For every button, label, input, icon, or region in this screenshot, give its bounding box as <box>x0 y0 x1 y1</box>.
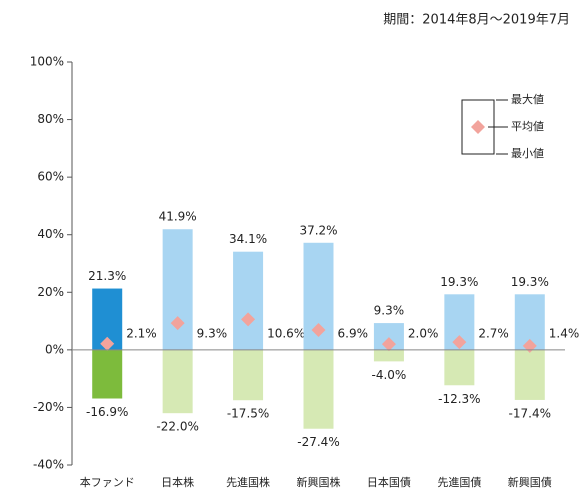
x-tick-label: 日本国債 <box>367 475 411 489</box>
value-label: -27.4% <box>297 435 339 449</box>
y-tick-label: 0% <box>45 342 64 356</box>
y-tick-label: 60% <box>37 170 64 184</box>
value-label: 41.9% <box>159 210 197 224</box>
value-label: -12.3% <box>438 392 480 406</box>
value-label: 19.3% <box>440 275 478 289</box>
y-tick-label: 40% <box>37 227 64 241</box>
bar <box>233 251 264 350</box>
value-label: -17.5% <box>227 407 269 421</box>
mean-label: 2.1% <box>126 326 157 340</box>
mean-marker <box>170 316 185 331</box>
mean-label: 2.0% <box>408 326 439 340</box>
mean-marker <box>522 338 537 353</box>
bar <box>92 349 123 399</box>
y-tick-label: 20% <box>37 285 64 299</box>
value-label: 37.2% <box>299 223 337 237</box>
value-label: 21.3% <box>88 269 126 283</box>
value-label: -16.9% <box>86 405 128 419</box>
mean-marker <box>452 335 467 350</box>
mean-label: 10.6% <box>267 326 305 340</box>
mean-marker <box>311 322 326 337</box>
mean-label: 2.7% <box>478 326 509 340</box>
y-tick-label: 100% <box>30 55 64 69</box>
bar <box>162 229 193 350</box>
value-label: 9.3% <box>374 304 405 318</box>
value-label: -22.0% <box>156 420 198 434</box>
y-tick-label: 80% <box>37 112 64 126</box>
bar <box>444 349 475 386</box>
bar <box>162 349 193 414</box>
mean-marker <box>381 337 396 352</box>
legend-label: 最小値 <box>511 147 544 160</box>
y-tick-label: -40% <box>33 458 64 472</box>
x-tick-label: 先進国株 <box>226 475 270 489</box>
x-tick-label: 日本株 <box>161 475 194 489</box>
x-tick-label: 新興国株 <box>297 475 341 489</box>
chart-subtitle: 期間：2014年8月～2019年7月 <box>383 13 570 28</box>
bar <box>514 349 545 400</box>
mean-label: 9.3% <box>197 326 228 340</box>
mean-marker <box>100 336 115 351</box>
bar <box>373 349 404 362</box>
value-label: 19.3% <box>511 275 549 289</box>
legend-marker <box>471 120 485 134</box>
bar <box>233 349 264 401</box>
mean-label: 6.9% <box>338 326 369 340</box>
mean-marker <box>241 312 256 327</box>
value-label: 34.1% <box>229 232 267 246</box>
value-label: -17.4% <box>509 406 551 420</box>
y-tick-label: -20% <box>33 400 64 414</box>
bar <box>303 349 334 429</box>
x-tick-label: 新興国債 <box>508 475 552 489</box>
x-tick-label: 本ファンド <box>80 475 135 489</box>
value-label: -4.0% <box>372 368 407 382</box>
legend-label: 最大値 <box>511 92 544 106</box>
mean-label: 1.4% <box>549 326 580 340</box>
x-tick-label: 先進国債 <box>437 475 481 489</box>
legend-label: 平均値 <box>511 120 544 133</box>
